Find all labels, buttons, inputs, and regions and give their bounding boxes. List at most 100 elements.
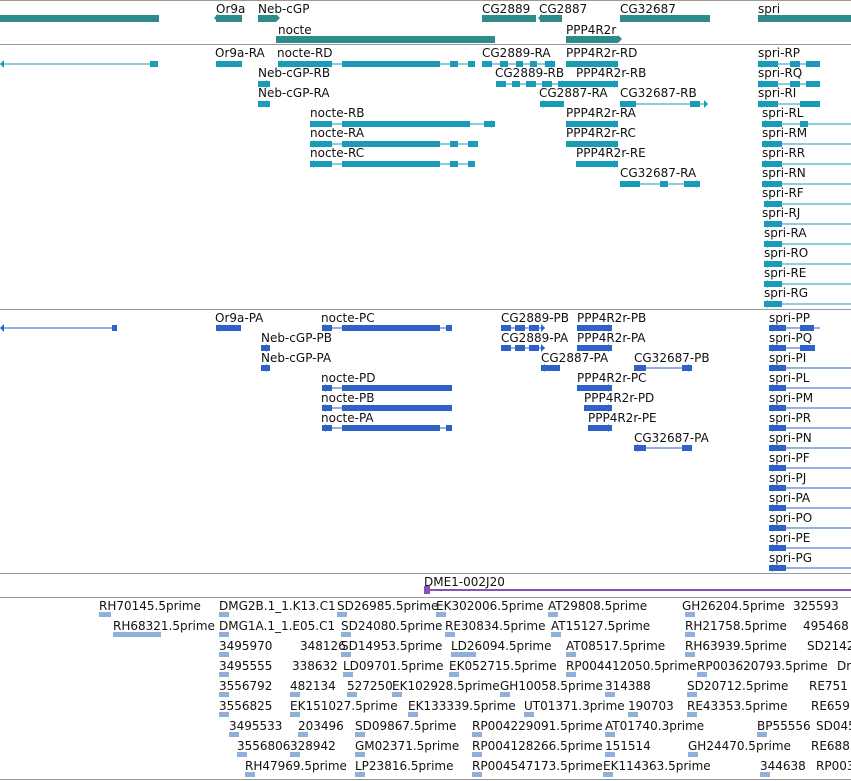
protein-label[interactable]: spri-PA [769,491,811,505]
protein-label[interactable]: PPP4R2r-PD [584,391,655,405]
est-label[interactable]: 3495533 [229,719,283,733]
protein-exon[interactable] [342,425,440,431]
protein-exon[interactable] [529,325,539,331]
est-label[interactable]: 3556825 [219,699,273,713]
est-glyph[interactable] [603,772,613,777]
transcript-exon[interactable] [762,141,782,147]
est-glyph[interactable] [408,712,418,717]
transcript-label[interactable]: Neb-cGP-RA [258,86,330,100]
gene-bar[interactable] [482,15,536,22]
transcript-exon[interactable] [310,141,332,147]
est-glyph[interactable] [685,652,695,657]
est-glyph[interactable] [757,732,767,737]
est-label[interactable]: 482134 [290,679,336,693]
protein-label[interactable]: spri-PQ [769,331,813,345]
est-label[interactable]: 314388 [605,679,651,693]
est-glyph[interactable] [355,752,365,757]
est-label[interactable]: SD14953.5prime [341,639,443,653]
transcript-exon[interactable] [620,181,640,187]
protein-exon[interactable] [584,405,612,411]
est-label[interactable]: LD09701.5prime [343,659,444,673]
clone-label[interactable]: DME1-002J20 [424,575,505,589]
transcript-label[interactable]: spri-RO [764,246,809,260]
est-glyph[interactable] [219,652,229,657]
transcript-exon[interactable] [758,61,778,67]
est-label[interactable]: 338632 [292,659,338,673]
protein-exon[interactable] [322,425,332,431]
protein-exon[interactable] [342,405,452,411]
est-label[interactable]: 203496 [298,719,344,733]
protein-exon[interactable] [515,345,525,351]
transcript-exon[interactable] [620,101,636,107]
transcript-exon[interactable] [496,81,506,87]
est-glyph[interactable] [355,772,365,777]
protein-label[interactable]: CG32687-PA [634,431,709,445]
protein-label[interactable]: CG2889-PB [501,311,570,325]
protein-exon[interactable] [769,505,786,511]
est-glyph[interactable] [524,712,534,717]
transcript-exon[interactable] [762,181,782,187]
protein-label[interactable]: nocte-PA [321,411,374,425]
transcript-exon[interactable] [684,181,700,187]
transcript-exon[interactable] [545,61,555,67]
protein-exon[interactable] [769,525,786,531]
est-glyph[interactable] [760,772,770,777]
est-glyph[interactable] [472,732,482,737]
protein-label[interactable]: nocte-PC [321,311,375,325]
est-label[interactable]: Dn [837,659,851,673]
est-label[interactable]: AT01740.3prime [605,719,705,733]
transcript-label[interactable]: CG2889-RA [482,46,551,60]
est-label[interactable]: RP004412050.5prime [566,659,697,673]
est-label[interactable]: SD09867.5prime [355,719,457,733]
est-label[interactable]: RH70145.5prime [99,599,201,613]
transcript-label[interactable]: spri-RN [762,166,806,180]
est-glyph[interactable] [472,772,482,777]
transcript-exon[interactable] [660,181,668,187]
transcript-exon[interactable] [566,81,618,87]
est-label[interactable]: RE43353.5prime [687,699,788,713]
transcript-exon[interactable] [150,61,158,67]
protein-exon[interactable] [800,345,815,351]
transcript-exon[interactable] [764,241,782,247]
transcript-exon[interactable] [468,161,475,167]
transcript-exon[interactable] [342,61,440,67]
est-glyph[interactable] [229,732,239,737]
protein-exon[interactable] [446,325,452,331]
transcript-label[interactable]: PPP4R2r-RE [576,146,646,160]
transcript-exon[interactable] [806,61,820,67]
est-glyph[interactable] [449,672,459,677]
protein-exon[interactable] [769,565,786,571]
est-label[interactable]: UT01371.3prime [524,699,625,713]
transcript-label[interactable]: spri-RQ [758,66,803,80]
est-glyph[interactable] [628,712,638,717]
transcript-exon[interactable] [762,161,782,167]
est-label[interactable]: GH24470.5prime [688,739,791,753]
gene-bar[interactable] [258,15,276,22]
est-label[interactable]: 3556806 [237,739,291,753]
est-label[interactable]: RP004229091.5prime [472,719,603,733]
transcript-label[interactable]: CG32687-RB [620,86,697,100]
est-glyph[interactable] [697,672,707,677]
protein-label[interactable]: spri-PG [769,551,813,565]
protein-label[interactable]: spri-PO [769,511,813,525]
protein-exon[interactable] [588,425,612,431]
est-glyph[interactable] [685,612,695,617]
protein-exon[interactable] [577,385,612,391]
protein-exon[interactable] [342,325,440,331]
est-glyph[interactable] [605,692,615,697]
protein-exon[interactable] [261,345,270,351]
est-glyph[interactable] [290,712,300,717]
est-label[interactable]: SD2142 [807,639,851,653]
est-label[interactable]: RE688 [811,739,850,753]
transcript-exon[interactable] [800,121,808,127]
est-glyph[interactable] [337,612,347,617]
transcript-exon[interactable] [450,61,458,67]
est-label[interactable]: DMG2B.1_1.K13.C1 [219,599,336,613]
transcript-exon[interactable] [342,141,440,147]
protein-label[interactable]: CG2887-PA [541,351,609,365]
gene-bar[interactable] [620,15,710,22]
transcript-exon[interactable] [500,61,508,67]
est-label[interactable]: SD045 [816,719,851,733]
est-label[interactable]: RP004128266.5prime [472,739,603,753]
est-label[interactable]: 190703 [628,699,674,713]
